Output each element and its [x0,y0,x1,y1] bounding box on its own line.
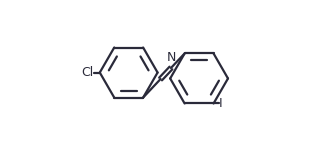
Text: Cl: Cl [81,66,93,79]
Text: I: I [219,97,223,110]
Text: N: N [167,51,176,64]
